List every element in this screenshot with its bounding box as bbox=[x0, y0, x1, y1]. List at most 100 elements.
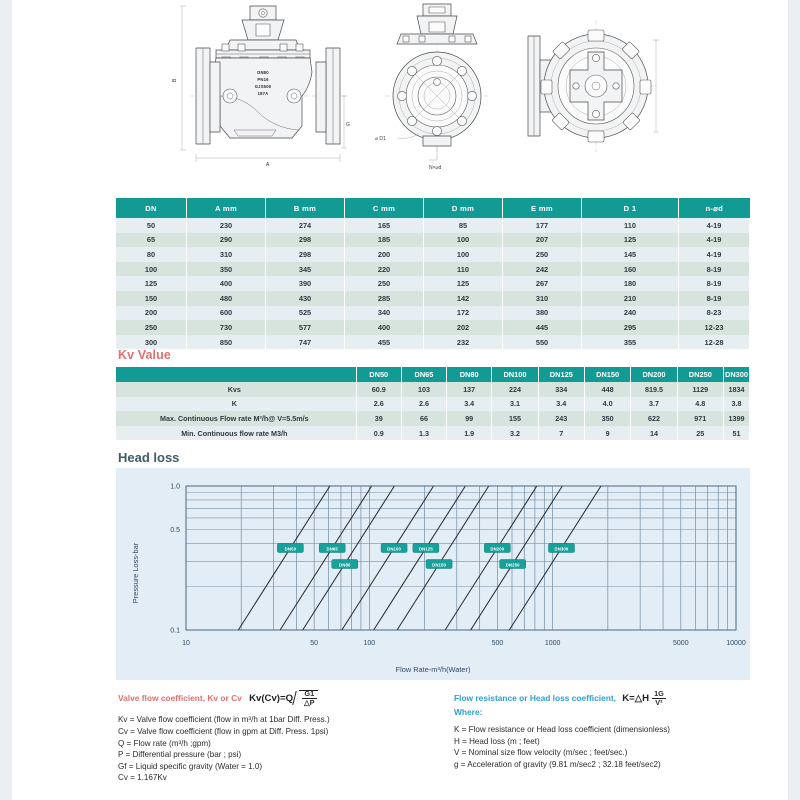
outlet-flange bbox=[315, 47, 341, 145]
formula-right-legend: K = Flow resistance or Head loss coeffic… bbox=[454, 724, 754, 770]
table-row: 50 230 274 165 85 177 110 4-19 bbox=[116, 218, 750, 233]
cell: 1.9 bbox=[446, 425, 493, 441]
cell: 8-19 bbox=[678, 290, 750, 306]
cell: 577 bbox=[265, 320, 345, 335]
legend-line: Gf = Liquid specific gravity (Water = 1.… bbox=[118, 761, 263, 771]
cell: 334 bbox=[538, 382, 585, 397]
cell: 622 bbox=[630, 411, 678, 426]
formula-left-equation: Kv(Cv)=Q bbox=[249, 692, 294, 704]
cell: 340 bbox=[344, 305, 424, 321]
cell: 100 bbox=[423, 247, 503, 262]
formula-right-header: Flow resistance or Head loss coefficient… bbox=[454, 689, 754, 708]
legend-line: Kv = Valve flow coefficient (flow in m³/… bbox=[118, 715, 330, 725]
cell: 350 bbox=[186, 261, 266, 277]
cell: 310 bbox=[502, 290, 582, 306]
kv-body: Kvs 60.9 103 137 224 334 448 819.5 1129 1834 K 2.6… bbox=[116, 382, 751, 441]
cell: 137 bbox=[446, 382, 493, 397]
cell: 65 bbox=[116, 232, 187, 248]
cell: 50 bbox=[116, 218, 187, 233]
cell: 207 bbox=[502, 232, 582, 248]
table-row: 65 290 298 185 100 207 125 4-19 bbox=[116, 232, 750, 248]
cell: 230 bbox=[186, 218, 266, 233]
table-row: 300 850 747 455 232 550 355 12-28 bbox=[116, 334, 750, 350]
cell: 1834 bbox=[723, 382, 751, 397]
kv-col-dn300: DN300 bbox=[723, 367, 751, 382]
cell: 200 bbox=[116, 305, 187, 321]
cell: 25 bbox=[677, 425, 724, 441]
dim-col-b: B mm bbox=[265, 198, 345, 218]
dim-col-c: C mm bbox=[344, 198, 424, 218]
table-row: 80 310 298 200 100 250 145 4-19 bbox=[116, 247, 750, 262]
cell: 550 bbox=[502, 334, 582, 350]
cell: 4-19 bbox=[678, 232, 750, 248]
chart-label-dn200: DN200 bbox=[490, 547, 504, 552]
cell: 298 bbox=[265, 232, 345, 248]
drawing-top-view bbox=[512, 0, 662, 178]
front-bonnet bbox=[396, 3, 478, 45]
cell: 110 bbox=[423, 261, 503, 277]
formula-right-fraction: 1G V² bbox=[652, 689, 666, 708]
cell: 4-19 bbox=[678, 218, 750, 233]
frac-denominator: V² bbox=[655, 698, 663, 708]
y-tick-1.0: 1.0 bbox=[170, 484, 180, 491]
dim-col-nd: n-⌀d bbox=[678, 198, 750, 218]
cell: 300 bbox=[116, 334, 187, 350]
cell: 85 bbox=[423, 218, 503, 233]
cell: 1399 bbox=[723, 411, 751, 426]
chart-label-dn100: DN100 bbox=[387, 547, 401, 552]
dim-label-g: G bbox=[346, 122, 350, 128]
dim-label-nd: N×⌀d bbox=[429, 165, 442, 171]
body-marking-text: DN80 PN16 GJS500 187A bbox=[255, 70, 272, 96]
chart-label-dn80: DN80 bbox=[339, 563, 351, 568]
table-row: 100 350 345 220 110 242 160 8-19 bbox=[116, 261, 750, 277]
cell: 7 bbox=[538, 425, 585, 441]
cell: 180 bbox=[581, 276, 679, 291]
cell: 525 bbox=[265, 305, 345, 321]
cell: 99 bbox=[446, 411, 493, 426]
x-tick-10: 10 bbox=[182, 640, 190, 647]
chart-series-labels: DN50 DN65 DN80 DN100 DN125 DN150 DN200 DN250 DN3… bbox=[277, 543, 575, 569]
formula-left-fraction: G1 △P bbox=[302, 689, 317, 707]
cell: 345 bbox=[265, 261, 345, 277]
formula-right-where: Where: bbox=[454, 707, 483, 718]
cell: 285 bbox=[344, 290, 424, 306]
kv-value-table: DN50 DN65 DN80 DN100 DN125 DN150 DN200 D… bbox=[116, 367, 751, 441]
cell: 125 bbox=[581, 232, 679, 248]
formula-left-header: Valve flow coefficient, Kv or Cv Kv(Cv)=… bbox=[118, 689, 448, 707]
chart-series-lines bbox=[237, 485, 602, 631]
cell: 310 bbox=[186, 247, 266, 262]
cell: 971 bbox=[677, 411, 724, 426]
cell: 200 bbox=[344, 247, 424, 262]
cell: 730 bbox=[186, 320, 266, 335]
marking-line-3: 187A bbox=[258, 91, 269, 96]
cell: 274 bbox=[265, 218, 345, 233]
frac-numerator: G1 bbox=[302, 689, 317, 700]
cell: 4-19 bbox=[678, 247, 750, 262]
cell: 298 bbox=[265, 247, 345, 262]
y-tick-0.1: 0.1 bbox=[170, 628, 180, 635]
chart-x-axis-label: Flow Rate-m³/h(Water) bbox=[396, 665, 471, 674]
cell: 210 bbox=[581, 290, 679, 306]
cell: 3.2 bbox=[491, 425, 539, 441]
cell: 250 bbox=[344, 276, 424, 291]
row-label: K bbox=[116, 396, 357, 412]
head-loss-chart: DN50 DN65 DN80 DN100 DN125 DN150 DN200 DN250 DN3… bbox=[116, 468, 750, 680]
dim-lines-top bbox=[653, 39, 659, 133]
kv-col-dn200: DN200 bbox=[630, 367, 678, 382]
legend-line: Cv = 1.167Kv bbox=[118, 773, 167, 783]
cell: 1129 bbox=[677, 382, 724, 397]
kv-col-label bbox=[116, 367, 357, 382]
cell: 60.9 bbox=[356, 382, 402, 397]
cell: 51 bbox=[723, 425, 751, 441]
cell: 185 bbox=[344, 232, 424, 248]
drawing-front-view: ⌀ D1 N×⌀d bbox=[367, 0, 507, 178]
legend-line: K = Flow resistance or Head loss coeffic… bbox=[454, 725, 671, 734]
legend-line: Q = Flow rate (m³/h ;gpm) bbox=[118, 738, 211, 748]
sqrt-symbol: G1 △P bbox=[293, 689, 319, 707]
cell: 3.4 bbox=[538, 396, 585, 412]
formula-block-kv: Valve flow coefficient, Kv or Cv Kv(Cv)=… bbox=[118, 689, 448, 784]
callout-leaders bbox=[396, 132, 438, 161]
chart-tick-labels: 10 50 100 500 1000 5000 10000 1.0 0.5 0.1 bbox=[170, 484, 746, 647]
kv-col-dn50: DN50 bbox=[356, 367, 402, 382]
cell: 448 bbox=[584, 382, 632, 397]
